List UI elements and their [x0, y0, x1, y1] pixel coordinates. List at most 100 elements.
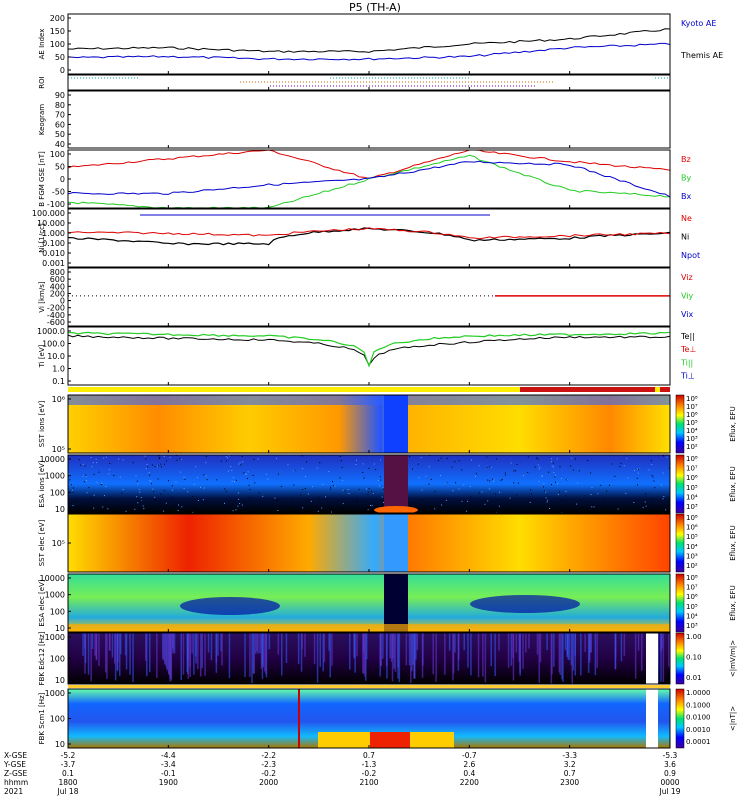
fbk-e-stripe: [660, 633, 662, 652]
fbk-e-stripe: [109, 633, 111, 651]
fbk-e-stripe: [564, 633, 567, 651]
fbk-e-stripe: [390, 633, 393, 662]
esa-ion-speckle: [585, 501, 587, 503]
fbk-e-stripe: [584, 633, 586, 653]
legend-te: Te⊥: [680, 345, 696, 354]
esa-ion-speckle: [429, 455, 431, 457]
y-tick-label: 100.0: [42, 340, 65, 349]
esa-ion-speckle: [325, 506, 327, 508]
esa-ion-speckle: [565, 491, 567, 492]
fbk-e-stripe: [561, 633, 563, 680]
esa-ion-speckle: [461, 500, 463, 502]
esa-ion-speckle: [205, 462, 207, 464]
esa-ion-speckle: [300, 494, 302, 496]
fbk-e-stripe: [331, 633, 333, 666]
fbk-e-stripe: [319, 633, 321, 667]
fbk-e-stripe: [87, 633, 90, 675]
colorbar-label: 10³: [686, 435, 698, 443]
esa-ion-speckle: [478, 465, 480, 467]
fbk-e-stripe: [195, 633, 197, 657]
fbk-e-stripe: [111, 633, 114, 658]
x-value: Jul 19: [659, 787, 681, 796]
y-tick-label: 90: [55, 91, 65, 100]
esa-ion-speckle: [590, 472, 592, 474]
panel-fbk_e: 1000 100 10 FBK Edc12 [Hz] 1.00 0.10 0.01 <|mV/…: [38, 631, 737, 685]
y-axis-label: ESA elec [eV]: [38, 579, 46, 626]
esa-ion-speckle: [330, 488, 332, 490]
fbk-e-stripe: [587, 633, 590, 673]
colorbar-label: 10²: [686, 443, 698, 451]
esa-ion-speckle: [82, 463, 84, 465]
fbk-e-stripe: [221, 633, 223, 666]
esa-ion-speckle: [325, 496, 327, 498]
esa-ion-speckle: [203, 474, 205, 476]
fbk-e-stripe: [421, 633, 424, 678]
esa-ion-speckle: [177, 510, 179, 511]
esa-ion-speckle: [141, 499, 143, 501]
esa-ion-speckle: [434, 508, 436, 510]
fbk-e-stripe: [313, 633, 316, 664]
fbk-e-stripe: [567, 633, 569, 660]
fbk-e-stripe: [260, 633, 263, 669]
esa-ion-speckle: [636, 478, 638, 479]
fbk-e-stripe: [634, 633, 637, 679]
colorbar-label: 10⁵: [686, 603, 698, 611]
fbk-e-stripe: [329, 633, 331, 678]
esa-ion-speckle: [651, 464, 653, 466]
esa-ion-speckle: [294, 469, 296, 471]
y-tick-label: 40: [55, 140, 65, 149]
esa-ion-speckle: [558, 491, 560, 493]
esa-ion-speckle: [497, 499, 499, 501]
esa-ion-speckle: [566, 479, 568, 481]
esa-ion-speckle: [614, 475, 616, 477]
fbk-e-stripe: [197, 633, 199, 669]
esa-ion-speckle: [611, 463, 613, 465]
esa-ion-speckle: [235, 509, 237, 511]
esa-ion-speckle: [559, 466, 561, 468]
fbk-e-stripe: [546, 633, 548, 651]
esa-ion-speckle: [342, 489, 344, 491]
esa-ion-speckle: [565, 495, 567, 497]
y-tick-label: 200: [50, 289, 65, 298]
esa-elec-gap: [384, 574, 408, 632]
legend-ne: Ne: [681, 214, 692, 223]
esa-ion-speckle: [600, 484, 602, 486]
colorbar-label: 10⁵: [686, 533, 698, 541]
fbk-e-stripe: [397, 633, 399, 679]
esa-ion-speckle: [368, 488, 370, 490]
esa-ion-speckle: [498, 505, 500, 507]
esa-ion-speckle: [69, 509, 71, 511]
fbk-e-stripe: [228, 633, 231, 678]
esa-ion-speckle: [639, 468, 641, 470]
esa-ion-speckle: [546, 501, 548, 503]
fbk-e-stripe: [559, 633, 562, 676]
esa-ion-speckle: [653, 480, 655, 482]
fbk-e-stripe: [566, 633, 568, 658]
esa-ion-speckle: [145, 458, 147, 460]
esa-ion-speckle: [551, 465, 553, 467]
esa-ion-speckle: [232, 510, 234, 512]
x-value: -0.2: [362, 769, 377, 778]
esa-ion-speckle: [299, 509, 301, 511]
esa-ion-speckle: [93, 473, 95, 475]
esa-ion-speckle: [488, 488, 490, 490]
fbk-e-stripe: [525, 633, 527, 653]
esa-ion-speckle: [490, 466, 492, 468]
esa-ion-speckle: [370, 490, 372, 492]
legend-ti: Ti⊥: [680, 371, 695, 380]
esa-ion-speckle: [175, 455, 177, 457]
esa-ion-speckle: [534, 466, 536, 468]
esa-ion-speckle: [146, 463, 148, 465]
x-value: -5.2: [61, 751, 76, 760]
esa-ion-speckle: [183, 488, 185, 490]
esa-ion-speckle: [253, 506, 255, 508]
esa-ion-speckle: [202, 507, 204, 509]
fbk-e-stripe: [129, 633, 131, 675]
esa-ion-speckle: [103, 457, 105, 459]
fbk-e-stripe: [252, 633, 255, 674]
esa-ion-speckle: [531, 493, 532, 495]
x-value: 0.7: [363, 751, 375, 760]
fbk-e-stripe: [470, 633, 472, 676]
esa-ion-speckle: [634, 470, 635, 472]
